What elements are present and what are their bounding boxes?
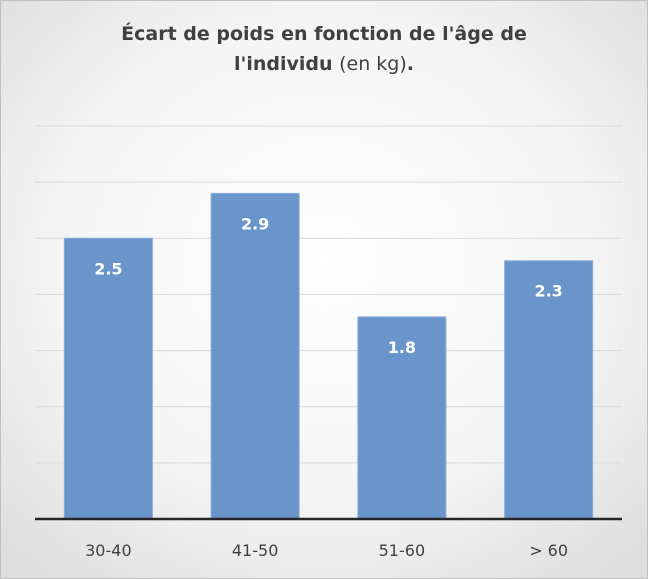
x-tick-label: 51-60 bbox=[379, 541, 426, 560]
x-tick-label: > 60 bbox=[529, 541, 568, 560]
bar bbox=[357, 316, 447, 520]
bar bbox=[210, 192, 300, 520]
title-part: . bbox=[407, 53, 414, 75]
title-part: l'individu bbox=[234, 53, 333, 75]
bar bbox=[63, 237, 153, 520]
data-label: 2.3 bbox=[534, 282, 562, 301]
bar bbox=[504, 260, 594, 520]
x-tick-label: 30-40 bbox=[85, 541, 132, 560]
chart-title: l'individu (en kg). bbox=[234, 53, 414, 75]
data-label: 2.5 bbox=[94, 259, 122, 278]
title-line: Écart de poids en fonction de l'âge de bbox=[121, 22, 527, 45]
chart-title: Écart de poids en fonction de l'âge de bbox=[121, 22, 527, 45]
data-label: 2.9 bbox=[241, 214, 269, 233]
data-label: 1.8 bbox=[388, 338, 416, 357]
x-tick-label: 41-50 bbox=[232, 541, 279, 560]
title-unit: (en kg) bbox=[339, 53, 407, 75]
